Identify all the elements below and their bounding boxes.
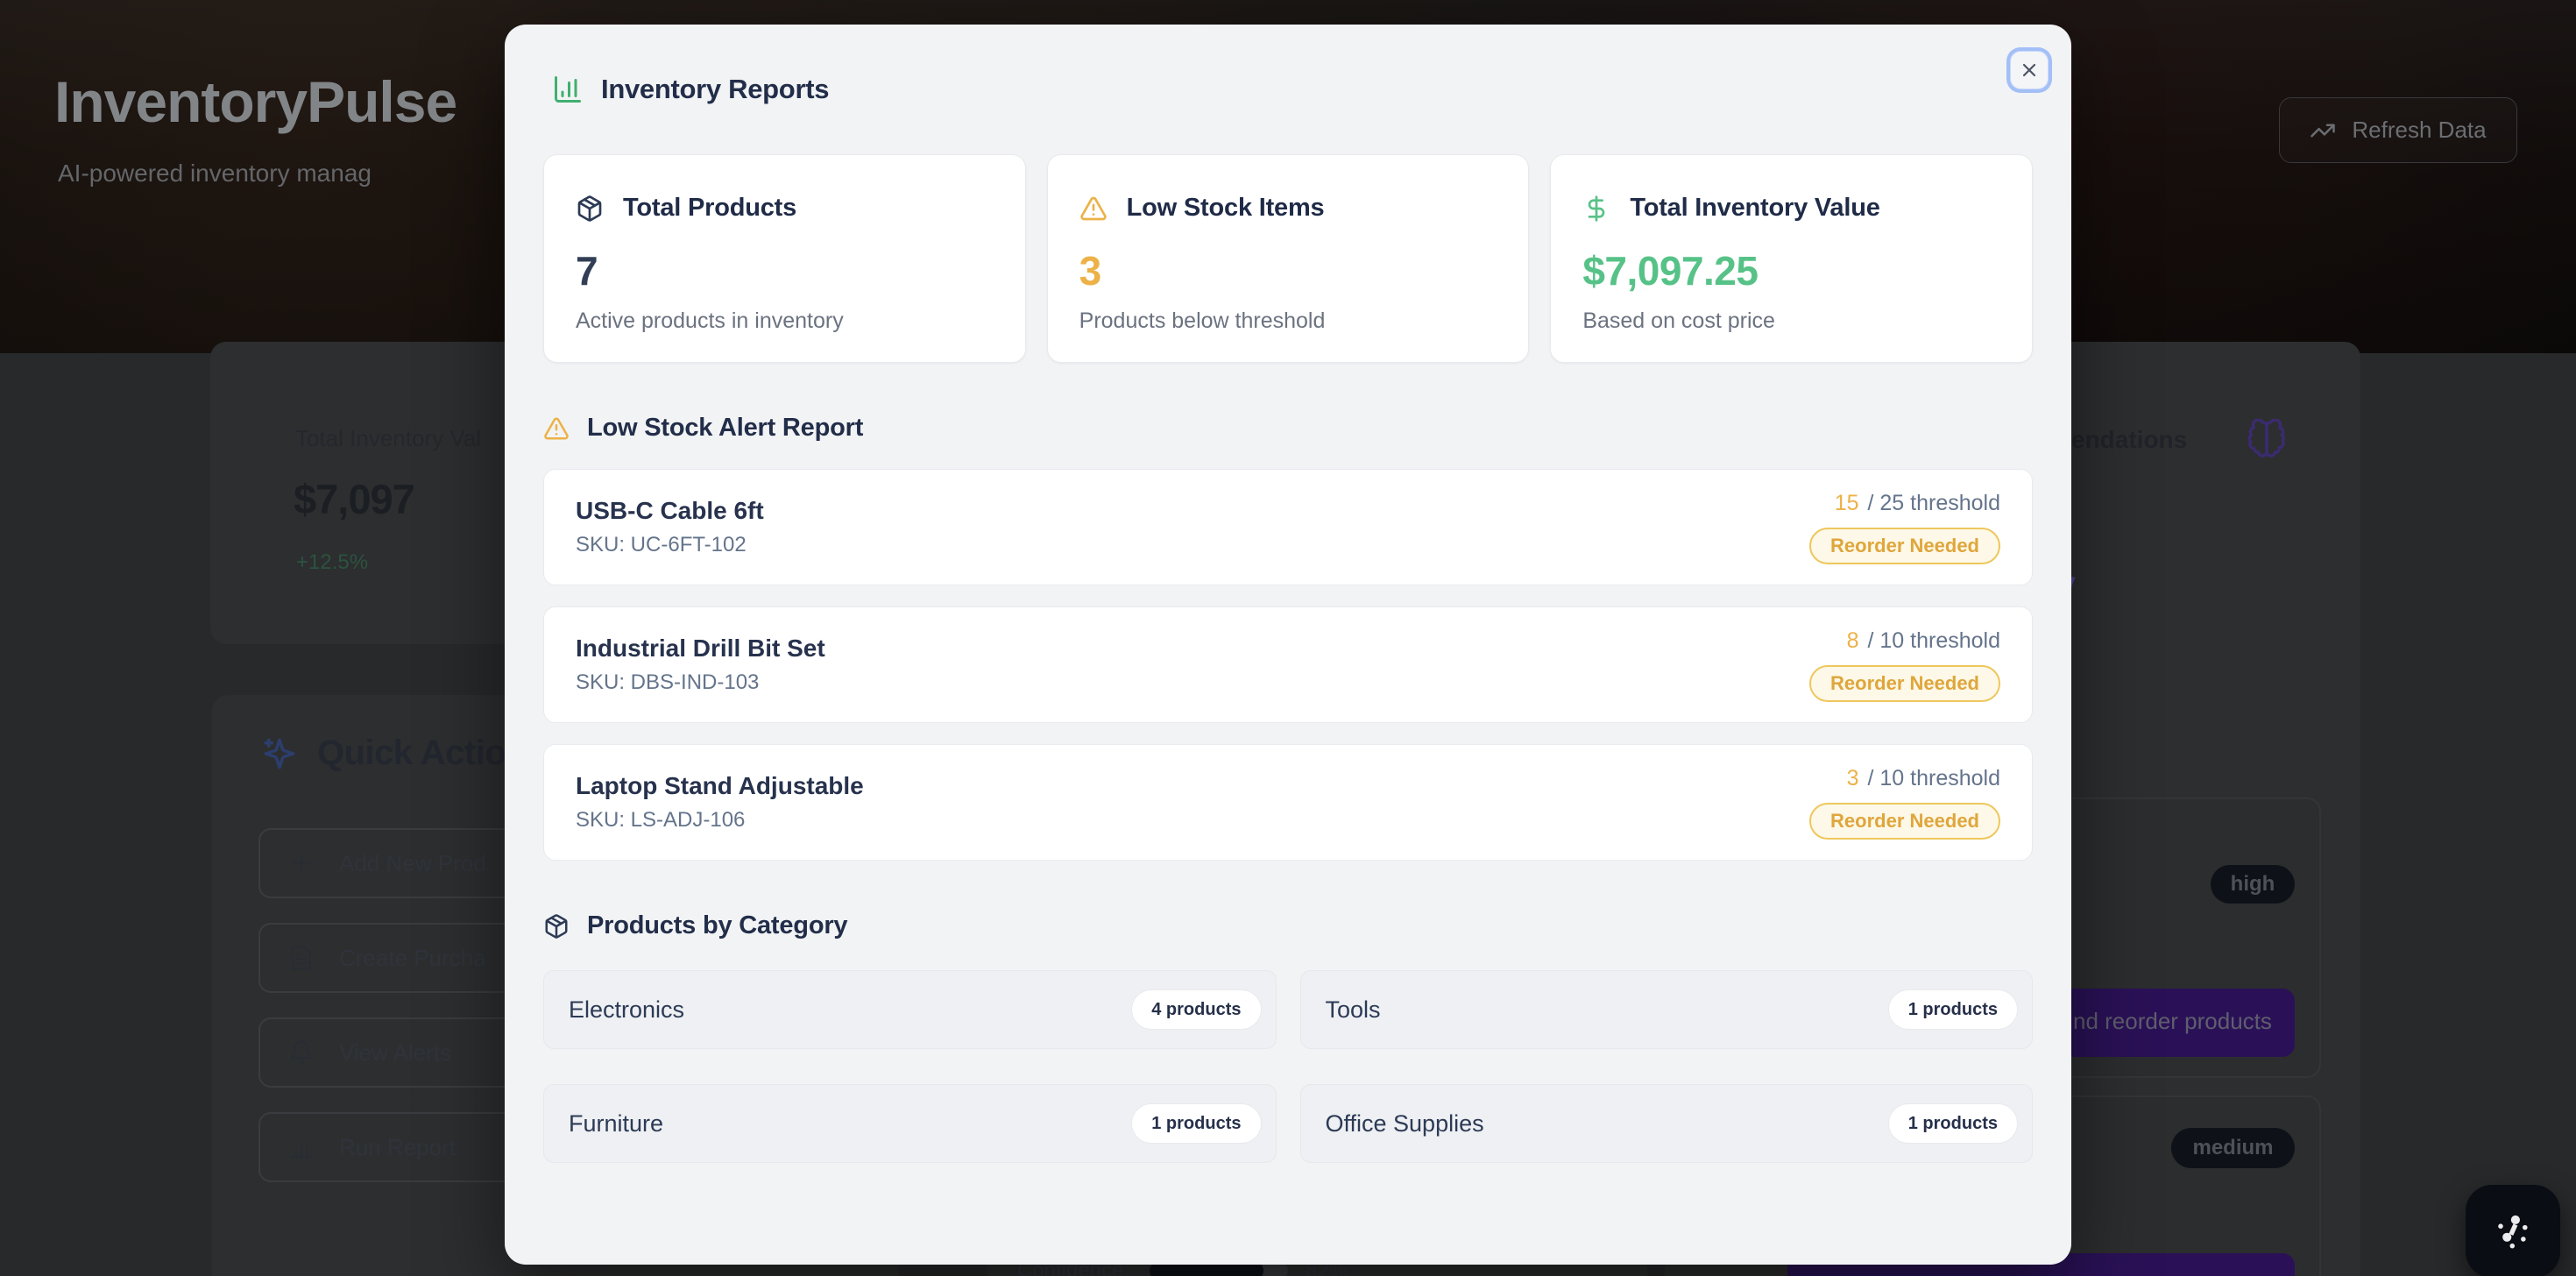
- inventory-value-label: Total Inventory Val: [295, 425, 481, 451]
- stat-label: Total Inventory Value: [1630, 194, 1880, 222]
- reorder-needed-badge: Reorder Needed: [1809, 802, 2000, 840]
- view-alerts-label: View Alerts: [339, 1039, 452, 1066]
- reorder-needed-badge: Reorder Needed: [1809, 664, 2000, 702]
- dialog-header: Inventory Reports: [552, 74, 2033, 105]
- category-row: Tools 1 products: [1299, 970, 2033, 1049]
- categories-grid: Electronics 4 products Tools 1 products …: [543, 970, 2033, 1163]
- stock-threshold: / 10 threshold: [1867, 765, 2001, 790]
- stat-card-total-products: Total Products 7 Active products in inve…: [543, 154, 1026, 363]
- category-count-badge: 1 products: [1887, 989, 2018, 1030]
- plus-icon: [288, 850, 315, 876]
- warning-icon: [1079, 195, 1108, 223]
- categories-section-title: Products by Category: [587, 911, 848, 939]
- stat-label: Low Stock Items: [1126, 194, 1325, 222]
- bell-icon: [288, 1039, 315, 1066]
- stock-quantity: 3: [1846, 765, 1859, 790]
- package-icon: [543, 913, 570, 939]
- stats-row: Total Products 7 Active products in inve…: [543, 154, 2033, 363]
- severity-badge-medium: medium: [2171, 1128, 2295, 1168]
- category-name: Electronics: [569, 996, 685, 1023]
- low-stock-row: USB-C Cable 6ft SKU: UC-6FT-102 15 / 25 t…: [543, 469, 2033, 585]
- app-title: InventoryPulse: [54, 69, 457, 134]
- low-stock-row: Laptop Stand Adjustable SKU: LS-ADJ-106 …: [543, 744, 2033, 861]
- category-row: Electronics 4 products: [543, 970, 1277, 1049]
- stat-sub: Based on cost price: [1582, 308, 1775, 333]
- dollar-icon: [1582, 195, 1610, 223]
- stat-value: 7: [576, 248, 598, 294]
- stat-card-inventory-value: Total Inventory Value $7,097.25 Based on…: [1550, 154, 2033, 363]
- reorder-needed-badge: Reorder Needed: [1809, 527, 2000, 564]
- product-sku: SKU: DBS-IND-103: [576, 670, 760, 694]
- product-sku: SKU: UC-6FT-102: [576, 533, 747, 556]
- category-count-badge: 1 products: [1887, 1103, 2018, 1144]
- product-name: Industrial Drill Bit Set: [576, 634, 825, 662]
- quick-actions-title: Quick Actio: [317, 734, 506, 772]
- category-name: Furniture: [569, 1109, 664, 1137]
- category-count-badge: 4 products: [1131, 989, 1262, 1030]
- stat-card-low-stock: Low Stock Items 3 Products below thresho…: [1046, 154, 1530, 363]
- stock-threshold: / 25 threshold: [1867, 490, 2001, 515]
- confidence-bar-fill: [1150, 1261, 1263, 1276]
- create-purchase-label: Create Purcha: [339, 944, 486, 971]
- severity-badge-high: high: [2211, 865, 2295, 904]
- stat-sub: Active products in inventory: [576, 308, 844, 333]
- reorder-action-label: nd reorder products: [2073, 1008, 2272, 1034]
- low-stock-section-header: Low Stock Alert Report: [543, 414, 2033, 443]
- stat-value: $7,097.25: [1582, 248, 1759, 294]
- stat-label: Total Products: [623, 194, 797, 222]
- close-button[interactable]: [2010, 51, 2049, 89]
- warning-icon: [543, 415, 570, 442]
- sparkles-icon: [261, 735, 298, 772]
- product-name: Laptop Stand Adjustable: [576, 772, 864, 799]
- confidence-bar: [1150, 1261, 1288, 1276]
- low-stock-section-title: Low Stock Alert Report: [587, 414, 864, 442]
- inventory-reports-dialog: Inventory Reports Total Products 7 Activ…: [505, 25, 2071, 1265]
- bar-chart-icon: [552, 74, 584, 105]
- add-product-label: Add New Prod: [339, 849, 486, 876]
- app-subtitle: AI-powered inventory manag: [58, 160, 372, 187]
- run-report-label: Run Report: [339, 1133, 456, 1160]
- category-name: Office Supplies: [1325, 1109, 1484, 1137]
- file-text-icon: [288, 945, 315, 971]
- stock-threshold: / 10 threshold: [1867, 627, 2001, 653]
- dialog-title: Inventory Reports: [601, 74, 830, 104]
- inventory-value-delta: +12.5%: [296, 550, 369, 574]
- close-icon: [2019, 60, 2040, 81]
- inventory-value-amount: $7,097: [294, 476, 415, 522]
- stock-quantity: 8: [1846, 627, 1859, 653]
- stat-sub: Products below threshold: [1079, 308, 1326, 333]
- ai-recommendations-title: endations: [2071, 426, 2188, 453]
- package-icon: [576, 195, 604, 223]
- refresh-data-button[interactable]: Refresh Data: [2279, 97, 2517, 163]
- category-row: Office Supplies 1 products: [1299, 1084, 2033, 1163]
- trending-up-icon: [2310, 117, 2336, 144]
- category-row: Furniture 1 products: [543, 1084, 1277, 1163]
- product-sku: SKU: LS-ADJ-106: [576, 808, 746, 832]
- brain-icon: [2247, 419, 2287, 459]
- stock-quantity: 15: [1834, 490, 1859, 515]
- analyze-action-label: alyze turnover rates: [2073, 1272, 2273, 1276]
- product-name: USB-C Cable 6ft: [576, 497, 764, 524]
- categories-section-header: Products by Category: [543, 911, 2033, 940]
- refresh-data-label: Refresh Data: [2352, 117, 2487, 143]
- category-count-badge: 1 products: [1131, 1103, 1262, 1144]
- low-stock-row: Industrial Drill Bit Set SKU: DBS-IND-10…: [543, 606, 2033, 723]
- molecule-icon: [2488, 1206, 2538, 1257]
- stat-value: 3: [1079, 248, 1102, 294]
- ai-assistant-fab[interactable]: [2466, 1185, 2560, 1276]
- category-name: Tools: [1325, 996, 1381, 1023]
- bar-chart-icon-small: [288, 1134, 315, 1160]
